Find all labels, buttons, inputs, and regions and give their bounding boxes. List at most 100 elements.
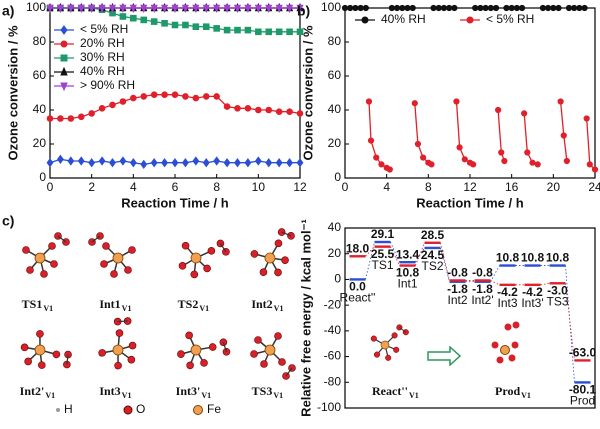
category-label: Int2' [471, 293, 493, 307]
molecule [245, 224, 305, 283]
plot-frame [344, 7, 596, 179]
legend-fe-icon [193, 405, 203, 415]
y-axis-label: Relative free energy / kcal mol⁻¹ [298, 219, 313, 417]
value-label: 28.5 [421, 228, 445, 242]
marker [129, 4, 137, 14]
x-tick-label: 2 [88, 180, 95, 194]
marker [119, 156, 127, 166]
marker [571, 4, 578, 12]
legend-h-icon [56, 408, 60, 412]
marker [545, 4, 552, 12]
y-tick-label: 40 [33, 102, 47, 116]
y-tick-label: 100 [26, 0, 46, 14]
marker [286, 108, 293, 115]
marker [576, 4, 583, 12]
y-tick-label: 60 [328, 68, 342, 82]
legend-marker [60, 25, 68, 35]
marker [109, 101, 116, 109]
marker [357, 4, 364, 12]
legend-label: 40% RH [381, 12, 426, 26]
marker [202, 93, 210, 100]
structure-sub: V1 [122, 304, 132, 313]
category-label: Prod [570, 394, 595, 408]
marker [119, 13, 127, 20]
value-label: -1.8 [447, 282, 468, 296]
marker [265, 28, 273, 36]
legend-marker [60, 66, 68, 76]
y-tick-label: 20 [328, 136, 342, 150]
marker [171, 91, 179, 98]
marker [555, 4, 562, 12]
marker [560, 132, 567, 139]
y-tick-label: 0 [334, 272, 341, 286]
marker [362, 4, 369, 12]
category-label: Int1 [397, 277, 417, 291]
x-tick-label: 20 [547, 180, 561, 194]
marker [286, 4, 294, 14]
marker [234, 158, 241, 168]
marker [192, 94, 200, 102]
marker [482, 4, 489, 12]
marker [265, 106, 273, 114]
y-tick-label: 100 [321, 0, 341, 14]
marker [181, 158, 189, 168]
structure-sub: V1 [273, 391, 283, 400]
y-tick-label: -60 [324, 349, 342, 363]
marker [440, 4, 448, 12]
connector [490, 280, 500, 286]
marker [161, 91, 168, 98]
value-label: 10.8 [546, 251, 570, 265]
legend-marker [60, 40, 68, 48]
marker [234, 26, 241, 34]
marker [223, 103, 231, 110]
marker [77, 113, 85, 121]
x-tick-label: 16 [505, 180, 519, 194]
marker [470, 161, 477, 168]
marker [161, 20, 168, 27]
marker [46, 158, 54, 168]
marker [409, 4, 416, 12]
value-label: 10.8 [521, 251, 545, 265]
structure-label: Int2' [20, 384, 45, 398]
molecule [370, 324, 410, 362]
marker [88, 4, 96, 14]
legend-marker [60, 82, 68, 92]
marker [254, 156, 262, 166]
marker [286, 28, 293, 36]
marker [521, 110, 528, 117]
marker [140, 4, 148, 14]
marker [234, 105, 241, 112]
y-tick-label: 20 [328, 246, 342, 260]
marker [171, 158, 179, 168]
marker [341, 4, 349, 12]
panel-label: b) [297, 3, 310, 19]
structure-label: Int1 [99, 297, 120, 311]
legend-label: 30% RH [80, 50, 125, 64]
value-label: -0.8 [472, 266, 493, 280]
marker [108, 4, 117, 14]
category-label: React'' [340, 291, 376, 305]
marker [119, 4, 127, 14]
marker [223, 26, 231, 34]
legend-label: < 5% RH [80, 22, 128, 36]
x-tick-label: 8 [213, 180, 220, 194]
structure-sub: V1 [201, 391, 211, 400]
x-tick-label: 12 [463, 180, 477, 194]
value-label: -4.2 [522, 285, 543, 299]
marker [46, 115, 54, 122]
marker [472, 4, 479, 12]
value-label: 10.8 [396, 266, 420, 280]
panel-label: a) [2, 3, 14, 19]
marker [77, 156, 85, 166]
marker [150, 91, 158, 98]
y-axis-label: Ozone conversion / % [300, 25, 315, 161]
panel-label: c) [2, 213, 14, 229]
y-tick-label: 80 [33, 34, 47, 48]
y-tick-label: 20 [33, 136, 47, 150]
value-label: -80.1 [569, 383, 597, 397]
value-label: -4.2 [497, 285, 518, 299]
marker [202, 4, 210, 14]
marker [388, 4, 395, 12]
y-tick-label: 80 [328, 34, 342, 48]
